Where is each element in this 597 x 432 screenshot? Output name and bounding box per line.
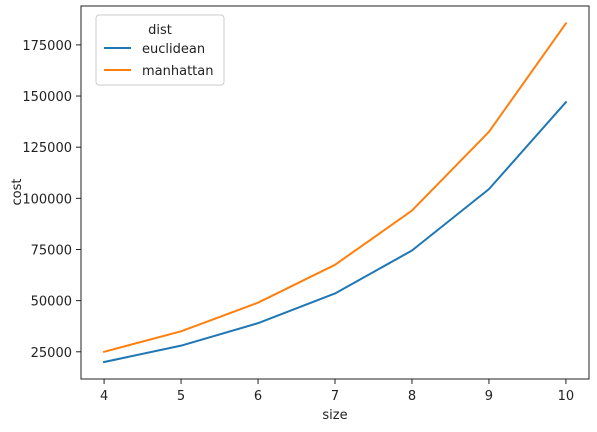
y-tick-label: 25000	[31, 346, 72, 361]
y-tick-label: 175000	[22, 39, 72, 54]
x-tick-label: 5	[177, 389, 185, 404]
legend-frame	[95, 14, 225, 86]
y-axis-ticks: 25000 50000 75000 100000 125000 150000 175000	[22, 39, 81, 361]
x-axis-ticks: 4 5 6 7 8 9 10	[100, 379, 574, 404]
series-line-euclidean	[102, 100, 568, 364]
x-tick-label: 10	[558, 389, 575, 404]
y-axis-label: cost	[10, 179, 25, 206]
series-lines	[102, 21, 568, 364]
x-tick-label: 8	[408, 389, 416, 404]
x-tick-label: 9	[485, 389, 493, 404]
x-tick-label: 7	[331, 389, 339, 404]
legend-label-euclidean: euclidean	[142, 42, 205, 57]
y-tick-label: 125000	[22, 141, 72, 156]
y-tick-label: 150000	[22, 90, 72, 105]
x-tick-label: 6	[254, 389, 262, 404]
legend: dist euclidean manhattan	[95, 14, 225, 86]
series-line-manhattan	[102, 21, 568, 354]
y-tick-label: 100000	[22, 192, 72, 207]
y-tick-label: 75000	[31, 243, 72, 258]
x-tick-label: 4	[100, 389, 108, 404]
x-axis-label: size	[322, 408, 347, 423]
y-tick-label: 50000	[31, 295, 72, 310]
legend-label-manhattan: manhattan	[142, 64, 213, 79]
legend-title: dist	[148, 23, 172, 38]
